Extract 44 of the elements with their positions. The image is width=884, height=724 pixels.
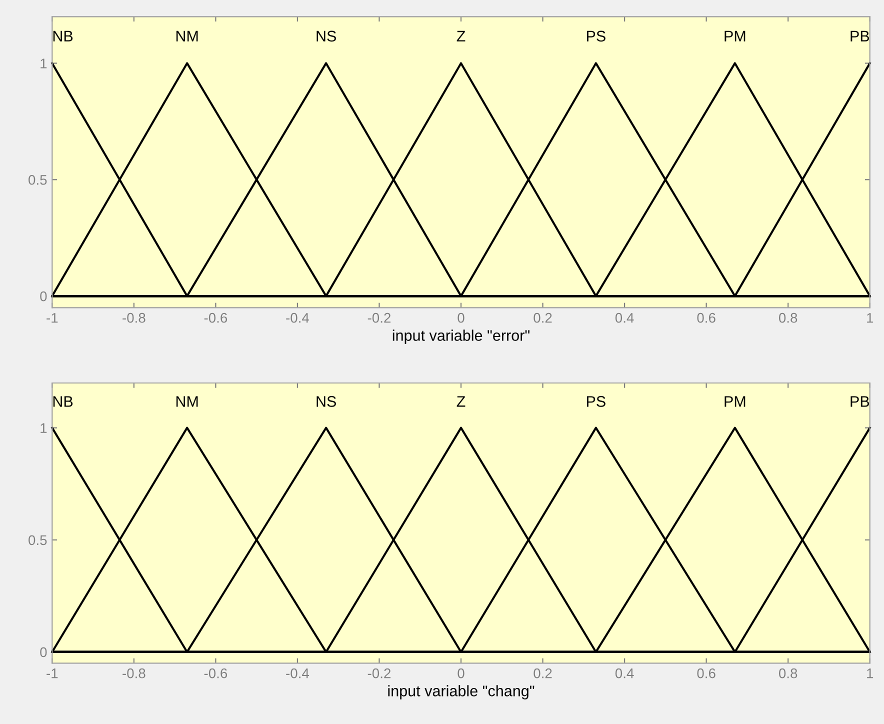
x-tick-label: -0.2 <box>368 668 391 678</box>
x-tick-label: -0.2 <box>368 312 391 323</box>
series-label: NM <box>176 30 198 42</box>
x-tick-label: 0.8 <box>778 668 798 678</box>
x-tick-label: 0.8 <box>778 312 798 323</box>
x-tick-label: -1 <box>46 313 58 323</box>
x-tick-label: 0 <box>458 668 464 678</box>
y-tick-label: 0.5 <box>28 174 47 185</box>
x-tick-label: -0.8 <box>122 668 146 678</box>
x-tick-label: 0.6 <box>697 312 716 323</box>
series-label: NS <box>316 30 336 42</box>
x-tick-label: -0.4 <box>286 312 310 323</box>
series-label: NM <box>176 396 198 407</box>
x-axis-title: input variable "error" <box>392 330 530 344</box>
series-label: PS <box>586 30 606 42</box>
x-tick-label: -0.4 <box>286 668 310 678</box>
x-tick-label: 0.6 <box>697 668 716 678</box>
series-label: PS <box>586 396 606 407</box>
series-label: NS <box>316 396 336 407</box>
x-tick-label: 0.2 <box>534 668 552 678</box>
y-tick-label: 0.5 <box>28 535 47 546</box>
series-label: PB <box>850 396 870 407</box>
x-tick-label: 0 <box>458 312 464 323</box>
x-tick-label: 0.2 <box>534 312 552 323</box>
y-tick-label: 1 <box>40 58 47 68</box>
x-axis-title: input variable "chang" <box>388 685 534 700</box>
series-label: PB <box>850 30 870 42</box>
y-tick-label: 1 <box>40 423 47 433</box>
series-label: PM <box>724 396 746 407</box>
series-label: Z <box>456 396 466 407</box>
x-tick-label: 1 <box>867 668 874 678</box>
x-tick-label: -0.6 <box>204 312 228 323</box>
series-label: PM <box>724 30 746 42</box>
x-tick-label: -1 <box>46 668 58 678</box>
series-label: NB <box>53 30 73 42</box>
x-tick-label: 0.4 <box>615 312 634 323</box>
y-tick-label: 0 <box>40 291 47 302</box>
series-label: NB <box>53 396 73 407</box>
x-tick-label: -0.8 <box>122 312 146 323</box>
series-label: Z <box>456 30 466 42</box>
x-tick-label: -0.6 <box>204 668 228 678</box>
y-tick-label: 0 <box>40 647 47 658</box>
x-tick-label: 0.4 <box>615 668 634 678</box>
x-tick-label: 1 <box>867 313 874 323</box>
